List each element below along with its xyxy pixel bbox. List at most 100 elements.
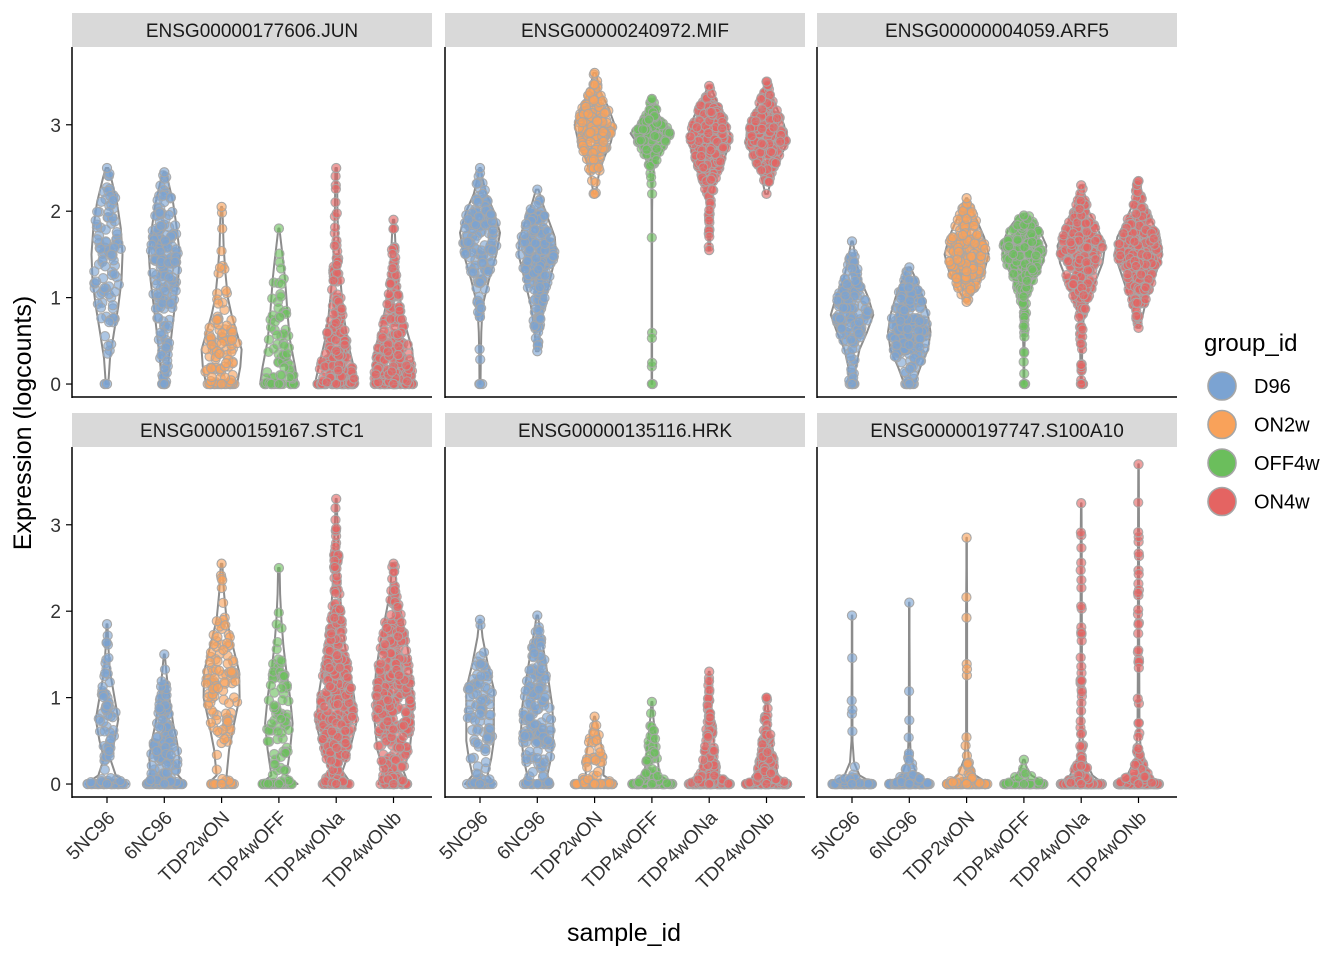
data-point (392, 289, 404, 300)
data-point (329, 561, 340, 573)
data-point (332, 699, 343, 710)
data-point (468, 267, 479, 278)
data-point (169, 256, 181, 267)
data-point (154, 703, 165, 714)
data-point (274, 311, 286, 322)
data-point (165, 750, 177, 761)
data-point (588, 154, 599, 165)
data-point (914, 356, 926, 367)
data-point (1077, 324, 1088, 335)
data-point (704, 244, 715, 256)
data-point (115, 775, 126, 787)
data-point (334, 662, 345, 673)
data-point (336, 303, 347, 314)
data-point (914, 341, 925, 353)
data-point (531, 253, 542, 264)
data-point (220, 620, 231, 631)
data-point (957, 229, 968, 241)
data-point (850, 275, 861, 287)
data-point (101, 378, 113, 390)
data-point (217, 328, 228, 339)
data-point (706, 106, 717, 118)
data-point (393, 670, 405, 681)
data-point (853, 328, 865, 339)
data-point (840, 290, 851, 301)
data-point (862, 306, 873, 317)
data-point (478, 647, 490, 658)
data-point (1142, 250, 1153, 261)
data-point (1131, 310, 1142, 322)
data-point (156, 676, 167, 687)
data-point (373, 740, 384, 752)
data-point (206, 371, 217, 383)
data-point (649, 130, 660, 142)
data-point (1118, 228, 1129, 239)
data-point (212, 682, 224, 694)
facet-title: ENSG00000159167.STC1 (140, 421, 364, 442)
y-tick-label: 2 (50, 602, 61, 623)
violin-group (369, 214, 419, 390)
data-point (214, 262, 226, 273)
data-point (915, 333, 926, 344)
data-point (263, 334, 275, 345)
violin-group (573, 67, 618, 200)
data-point (1018, 210, 1030, 221)
data-point (153, 312, 164, 324)
data-point (379, 639, 391, 650)
violin-group (458, 162, 502, 390)
data-point (280, 747, 291, 759)
data-point (980, 243, 991, 255)
data-point (108, 194, 119, 206)
data-point (387, 248, 398, 260)
y-tick-label: 0 (50, 775, 61, 796)
data-point (219, 734, 230, 745)
data-point (531, 199, 542, 211)
data-point (331, 259, 342, 271)
data-point (92, 206, 103, 217)
data-point (382, 716, 393, 727)
data-point (589, 79, 600, 90)
data-point (276, 655, 287, 666)
data-point (217, 597, 229, 609)
data-point (529, 320, 540, 332)
data-point (520, 218, 532, 229)
data-point (902, 323, 913, 334)
data-point (646, 232, 657, 243)
data-point (646, 357, 658, 368)
data-point (771, 113, 783, 124)
data-point (151, 732, 163, 743)
data-point (761, 76, 772, 87)
data-point (275, 263, 287, 274)
data-point (763, 176, 775, 188)
data-point (846, 263, 858, 274)
data-point (1012, 234, 1023, 245)
data-point (386, 366, 397, 377)
data-point (660, 136, 671, 147)
data-point (109, 286, 121, 298)
data-point (169, 220, 181, 231)
data-point (756, 165, 767, 176)
data-point (899, 305, 910, 316)
data-point (276, 278, 287, 290)
data-point (755, 93, 767, 105)
data-point (599, 108, 610, 119)
data-point (223, 698, 235, 709)
data-point (472, 196, 483, 208)
data-point (211, 764, 222, 775)
data-point (477, 257, 488, 269)
data-point (330, 502, 341, 514)
data-point (903, 282, 914, 293)
data-point (750, 116, 761, 127)
data-point (348, 373, 360, 384)
data-point (952, 214, 963, 225)
data-point (159, 235, 171, 246)
data-point (889, 351, 901, 362)
data-point (1090, 235, 1101, 247)
data-point (577, 117, 588, 128)
facet-panel: ENSG00000004059.ARF5 (816, 13, 1177, 398)
data-point (704, 80, 715, 92)
data-point (597, 95, 608, 107)
data-point (325, 755, 337, 766)
data-point (385, 313, 396, 325)
